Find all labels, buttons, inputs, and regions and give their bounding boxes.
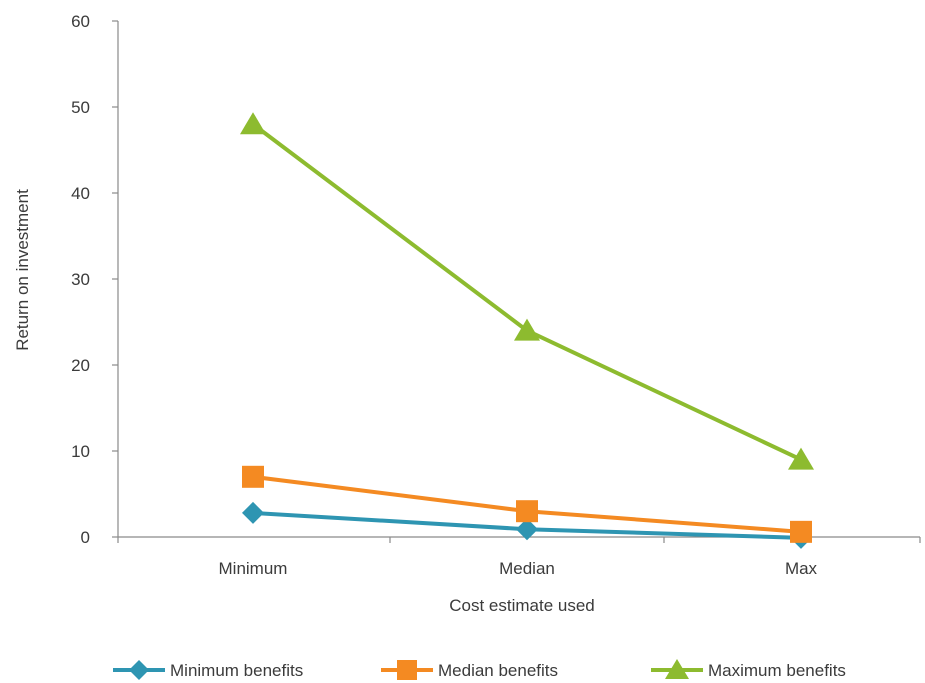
data-point (788, 448, 814, 470)
data-point (790, 521, 812, 543)
y-axis: 0 10 20 30 40 50 60 (71, 12, 118, 547)
series-layer (240, 112, 814, 549)
data-point (242, 502, 264, 524)
legend-label: Median benefits (438, 661, 558, 680)
y-tick-label: 0 (81, 528, 90, 547)
x-tick-label: Minimum (219, 559, 288, 578)
legend: Minimum benefits Median benefits Maximum b… (113, 659, 846, 680)
y-tick-label: 30 (71, 270, 90, 289)
legend-label: Maximum benefits (708, 661, 846, 680)
y-tick-label: 60 (71, 12, 90, 31)
legend-marker (397, 660, 417, 680)
series-line (253, 124, 801, 459)
y-axis-title: Return on investment (13, 189, 32, 351)
x-axis-title: Cost estimate used (449, 596, 595, 615)
y-tick-label: 20 (71, 356, 90, 375)
legend-label: Minimum benefits (170, 661, 303, 680)
x-tick-label: Median (499, 559, 555, 578)
y-tick-label: 40 (71, 184, 90, 203)
data-point (240, 112, 266, 134)
legend-item: Minimum benefits (113, 660, 303, 680)
legend-item: Median benefits (381, 660, 558, 680)
y-tick-label: 50 (71, 98, 90, 117)
legend-marker (129, 660, 149, 680)
legend-item: Maximum benefits (651, 659, 846, 680)
data-point (242, 466, 264, 488)
data-point (516, 500, 538, 522)
y-tick-label: 10 (71, 442, 90, 461)
series-3 (240, 112, 814, 469)
x-tick-label: Max (785, 559, 818, 578)
